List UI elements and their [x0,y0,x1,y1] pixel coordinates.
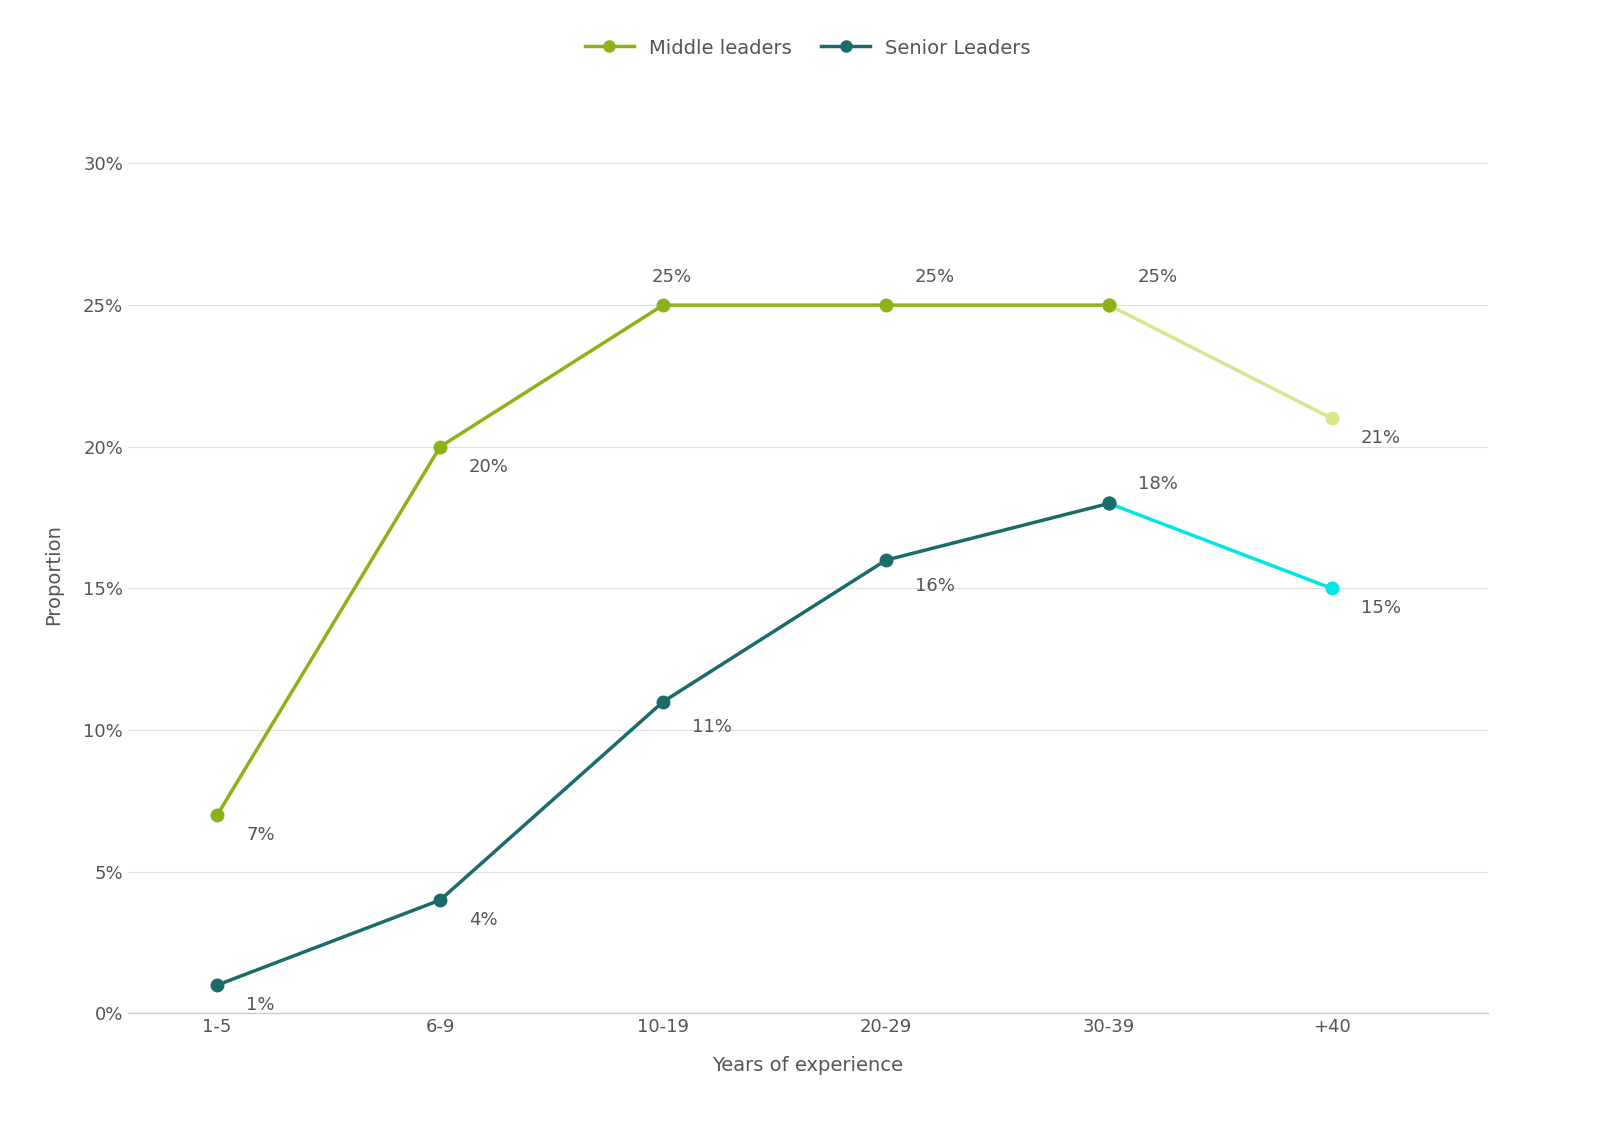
Text: 25%: 25% [1138,268,1178,286]
Text: 7%: 7% [246,825,275,843]
Text: 1%: 1% [246,995,275,1013]
Text: 4%: 4% [469,911,498,929]
Text: 25%: 25% [915,268,955,286]
Legend: Middle leaders, Senior Leaders: Middle leaders, Senior Leaders [578,30,1038,65]
Text: 25%: 25% [651,268,693,286]
Y-axis label: Proportion: Proportion [45,524,64,625]
Text: 18%: 18% [1138,474,1178,492]
Text: 20%: 20% [469,457,509,475]
Text: 21%: 21% [1362,429,1402,447]
X-axis label: Years of experience: Years of experience [712,1056,904,1074]
Text: 16%: 16% [915,577,955,595]
Text: 11%: 11% [693,718,731,736]
Text: 15%: 15% [1362,599,1402,617]
